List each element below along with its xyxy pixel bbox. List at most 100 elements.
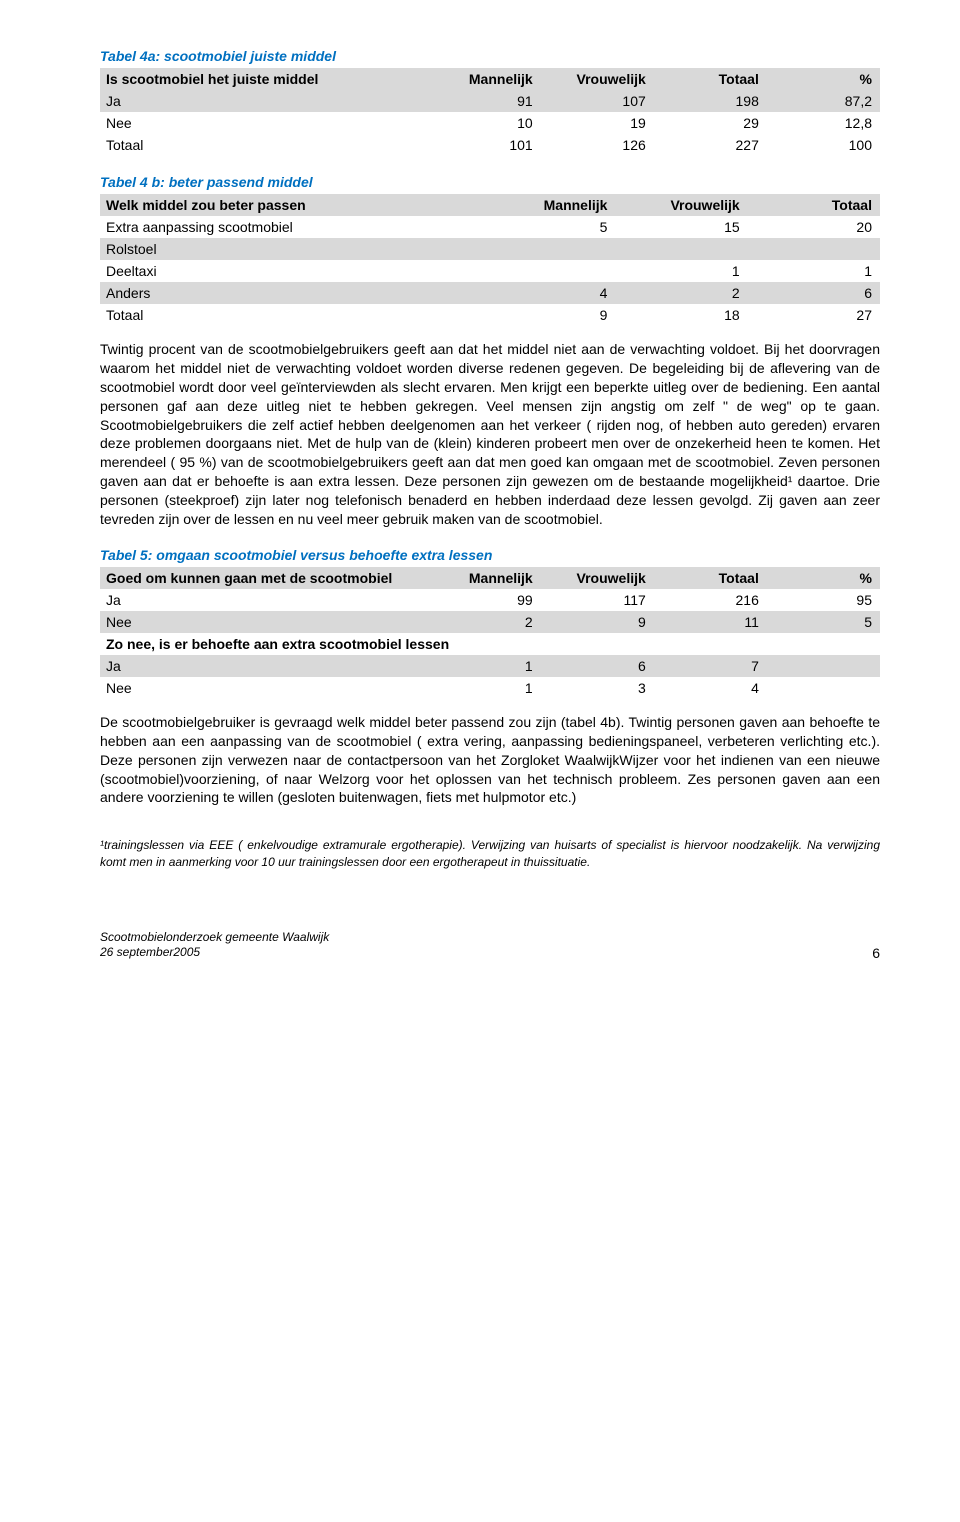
cell: 126 xyxy=(541,134,654,156)
table4b-h1: Mannelijk xyxy=(483,194,615,216)
cell: 18 xyxy=(615,304,747,326)
cell-label: Rolstoel xyxy=(100,238,483,260)
table5-h0: Goed om kunnen gaan met de scootmobiel xyxy=(100,567,428,589)
cell xyxy=(615,238,747,260)
cell: 11 xyxy=(654,611,767,633)
cell xyxy=(483,260,615,282)
table4b-h3: Totaal xyxy=(748,194,880,216)
cell-label: Ja xyxy=(100,589,428,611)
table5: Goed om kunnen gaan met de scootmobiel M… xyxy=(100,567,880,699)
cell: 216 xyxy=(654,589,767,611)
cell-label: Totaal xyxy=(100,134,428,156)
page-footer: Scootmobielonderzoek gemeente Waalwijk 2… xyxy=(100,930,880,961)
cell-label: Nee xyxy=(100,112,428,134)
table4a-h3: Totaal xyxy=(654,68,767,90)
cell xyxy=(767,655,880,677)
table5-subheader: Zo nee, is er behoefte aan extra scootmo… xyxy=(100,633,880,655)
table-row: Totaal 101 126 227 100 xyxy=(100,134,880,156)
cell: 29 xyxy=(654,112,767,134)
cell: 99 xyxy=(428,589,541,611)
cell: 4 xyxy=(483,282,615,304)
table4a-h4: % xyxy=(767,68,880,90)
cell: 9 xyxy=(483,304,615,326)
cell-label: Nee xyxy=(100,611,428,633)
paragraph-2: De scootmobielgebruiker is gevraagd welk… xyxy=(100,713,880,807)
cell-label: Totaal xyxy=(100,304,483,326)
cell: 91 xyxy=(428,90,541,112)
footnote-1: ¹trainingslessen via EEE ( enkelvoudige … xyxy=(100,837,880,869)
table4a-title: Tabel 4a: scootmobiel juiste middel xyxy=(100,48,880,64)
table-row: Anders 4 2 6 xyxy=(100,282,880,304)
table5-h1: Mannelijk xyxy=(428,567,541,589)
cell: 5 xyxy=(483,216,615,238)
cell: 6 xyxy=(541,655,654,677)
table4b-h0: Welk middel zou beter passen xyxy=(100,194,483,216)
table-row: Nee 1 3 4 xyxy=(100,677,880,699)
table4b-h2: Vrouwelijk xyxy=(615,194,747,216)
footer-line2: 26 september2005 xyxy=(100,945,200,959)
cell xyxy=(767,677,880,699)
table-row: Nee 2 9 11 5 xyxy=(100,611,880,633)
footer-line1: Scootmobielonderzoek gemeente Waalwijk xyxy=(100,930,329,944)
cell: 101 xyxy=(428,134,541,156)
table-row: Ja 1 6 7 xyxy=(100,655,880,677)
cell: 100 xyxy=(767,134,880,156)
cell: 3 xyxy=(541,677,654,699)
table-row: Totaal 9 18 27 xyxy=(100,304,880,326)
table4b-title: Tabel 4 b: beter passend middel xyxy=(100,174,880,190)
cell-label: Anders xyxy=(100,282,483,304)
table4a-h2: Vrouwelijk xyxy=(541,68,654,90)
table-row: Ja 99 117 216 95 xyxy=(100,589,880,611)
cell-label: Ja xyxy=(100,90,428,112)
cell: 1 xyxy=(428,677,541,699)
table-row: Rolstoel xyxy=(100,238,880,260)
cell: 20 xyxy=(748,216,880,238)
cell-label: Extra aanpassing scootmobiel xyxy=(100,216,483,238)
cell: 12,8 xyxy=(767,112,880,134)
cell: 9 xyxy=(541,611,654,633)
table5-header-row: Goed om kunnen gaan met de scootmobiel M… xyxy=(100,567,880,589)
cell: 10 xyxy=(428,112,541,134)
table-row: Deeltaxi 1 1 xyxy=(100,260,880,282)
cell: 1 xyxy=(748,260,880,282)
cell: 4 xyxy=(654,677,767,699)
cell: 1 xyxy=(428,655,541,677)
cell: 5 xyxy=(767,611,880,633)
paragraph-1: Twintig procent van de scootmobielgebrui… xyxy=(100,340,880,529)
table5-h2: Vrouwelijk xyxy=(541,567,654,589)
table5-h3: Totaal xyxy=(654,567,767,589)
cell: 107 xyxy=(541,90,654,112)
cell: 2 xyxy=(615,282,747,304)
table4b-header-row: Welk middel zou beter passen Mannelijk V… xyxy=(100,194,880,216)
table4a-h1: Mannelijk xyxy=(428,68,541,90)
table5-h4: % xyxy=(767,567,880,589)
table5-title: Tabel 5: omgaan scootmobiel versus behoe… xyxy=(100,547,880,563)
cell: 87,2 xyxy=(767,90,880,112)
cell: 227 xyxy=(654,134,767,156)
table5-subheader-row: Zo nee, is er behoefte aan extra scootmo… xyxy=(100,633,880,655)
table4b: Welk middel zou beter passen Mannelijk V… xyxy=(100,194,880,326)
page-number: 6 xyxy=(872,945,880,961)
cell: 95 xyxy=(767,589,880,611)
cell: 1 xyxy=(615,260,747,282)
cell: 2 xyxy=(428,611,541,633)
cell: 6 xyxy=(748,282,880,304)
cell xyxy=(748,238,880,260)
cell-label: Nee xyxy=(100,677,428,699)
cell-label: Deeltaxi xyxy=(100,260,483,282)
cell: 19 xyxy=(541,112,654,134)
cell: 27 xyxy=(748,304,880,326)
cell xyxy=(483,238,615,260)
table4a: Is scootmobiel het juiste middel Manneli… xyxy=(100,68,880,156)
footer-left: Scootmobielonderzoek gemeente Waalwijk 2… xyxy=(100,930,329,961)
cell: 198 xyxy=(654,90,767,112)
cell: 7 xyxy=(654,655,767,677)
cell-label: Ja xyxy=(100,655,428,677)
table-row: Nee 10 19 29 12,8 xyxy=(100,112,880,134)
table4a-h0: Is scootmobiel het juiste middel xyxy=(100,68,428,90)
cell: 117 xyxy=(541,589,654,611)
cell: 15 xyxy=(615,216,747,238)
table4a-header-row: Is scootmobiel het juiste middel Manneli… xyxy=(100,68,880,90)
table-row: Ja 91 107 198 87,2 xyxy=(100,90,880,112)
table-row: Extra aanpassing scootmobiel 5 15 20 xyxy=(100,216,880,238)
